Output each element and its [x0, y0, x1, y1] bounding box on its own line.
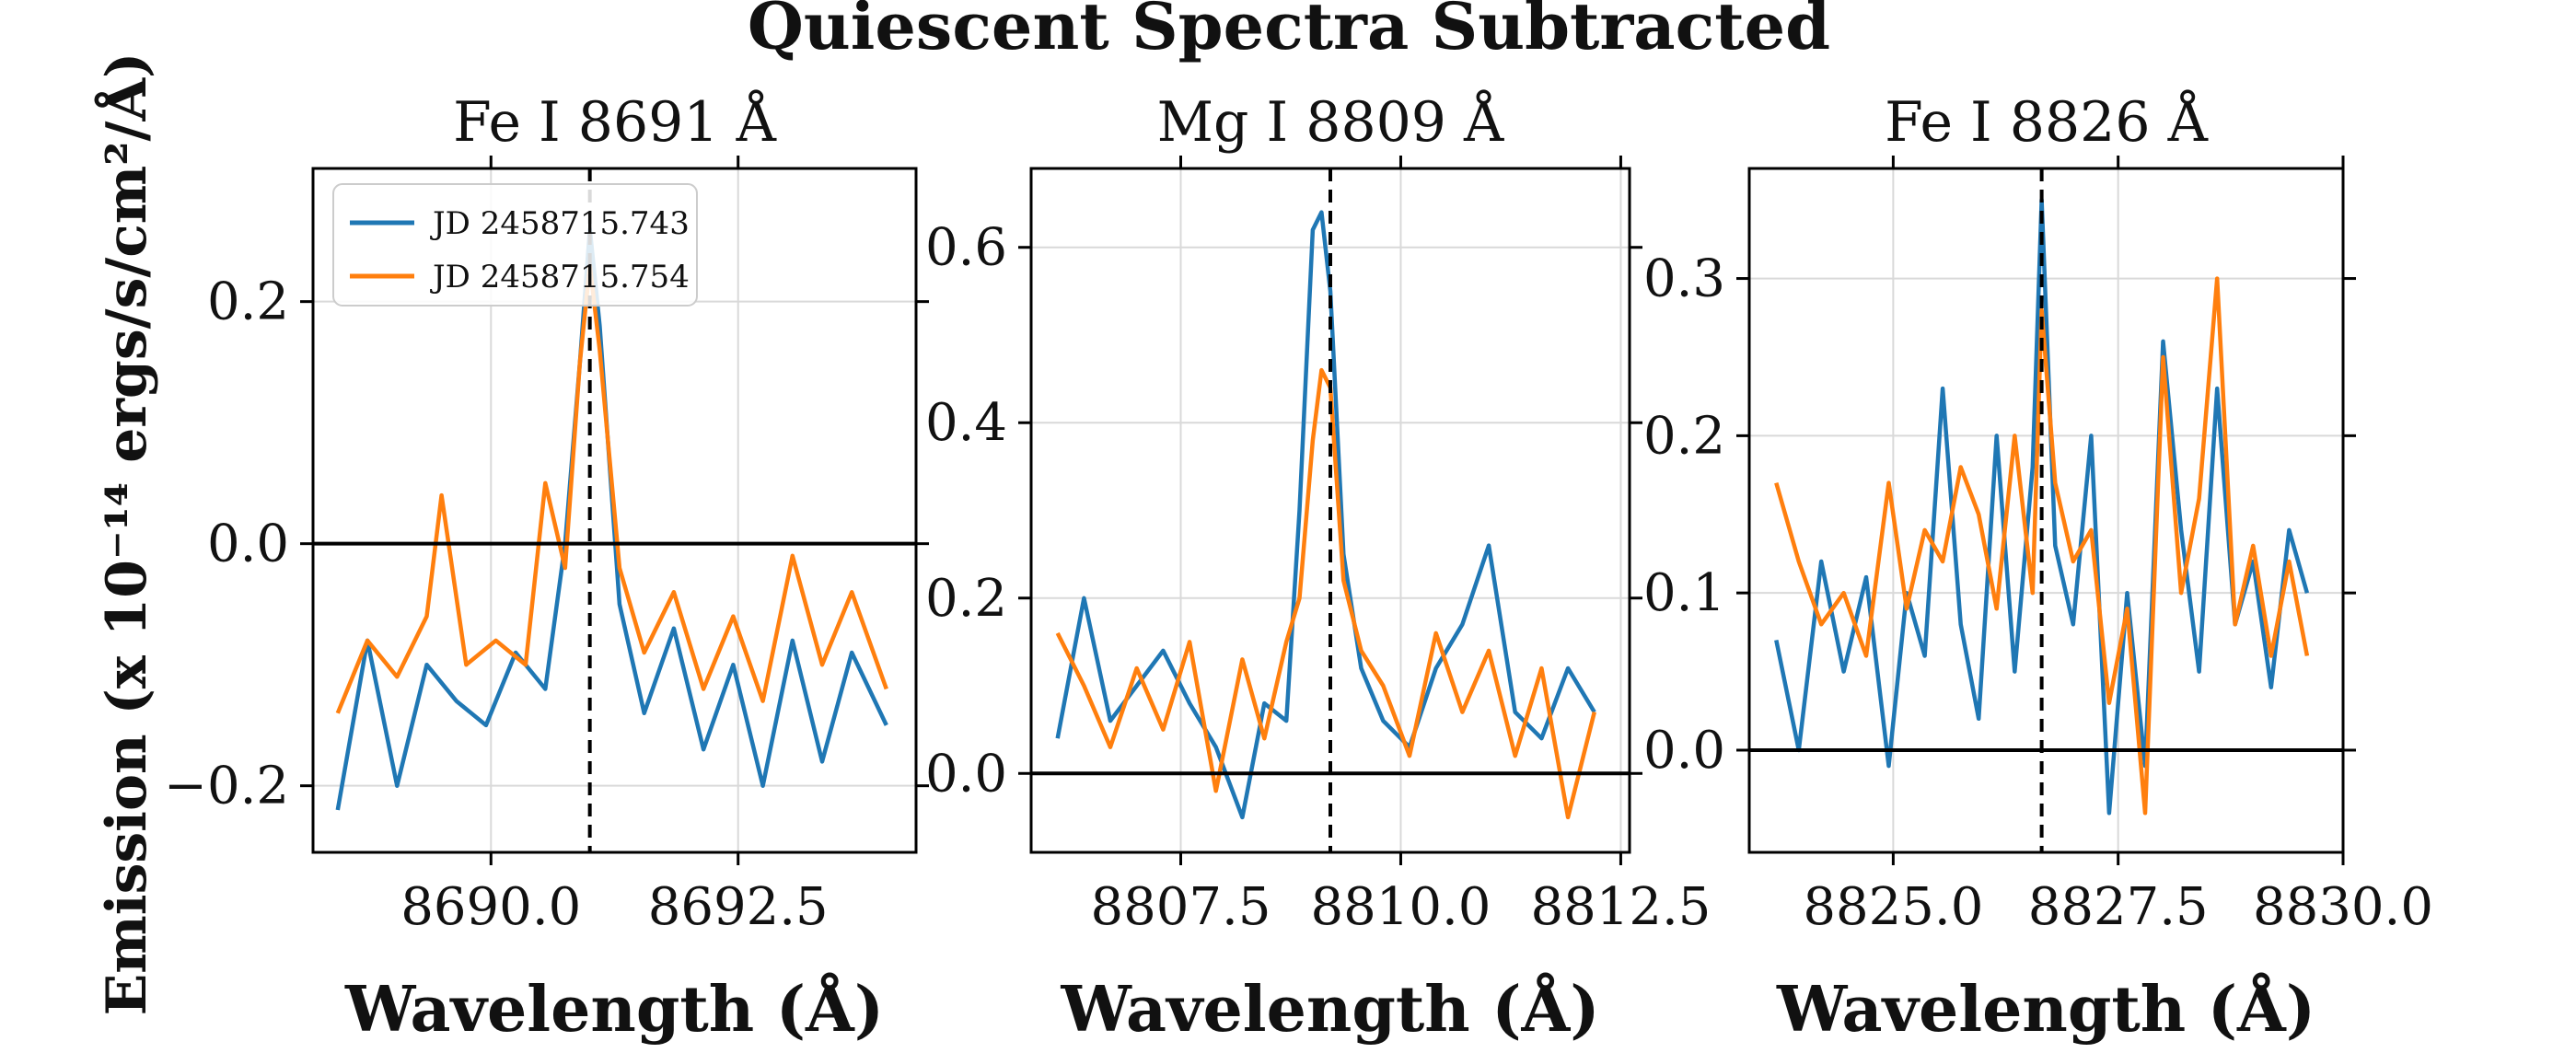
x-tick-label: 8812.5 — [1530, 877, 1711, 937]
series-line-2 — [1774, 276, 2310, 816]
panel-3: 8825.0 8827.5 8830.0 0.0 0.1 0.2 0.3 Fe I 8826 … — [1643, 89, 2433, 1047]
x-axis-label: Wavelength (Å) — [1060, 973, 1599, 1047]
panel-title: Fe I 8691 Å — [453, 89, 776, 155]
series-line-1 — [1055, 210, 1596, 820]
panel-title: Fe I 8826 Å — [1885, 89, 2208, 155]
x-tick-label: 8825.0 — [1803, 877, 1983, 937]
x-tick-label: 8690.0 — [400, 877, 581, 937]
figure-title: Quiescent Spectra Subtracted — [748, 0, 1830, 64]
plot-area — [1031, 168, 1630, 852]
y-tick-label: 0.4 — [925, 393, 1007, 453]
y-tick-label: 0.1 — [1643, 563, 1725, 623]
panel-title: Mg I 8809 Å — [1157, 89, 1504, 155]
x-tick-label: 8807.5 — [1091, 877, 1271, 937]
legend-label: JD 2458715.754 — [430, 259, 690, 295]
x-axis-label: Wavelength (Å) — [344, 973, 884, 1047]
x-tick-label: 8827.5 — [2028, 877, 2209, 937]
y-tick-label: 0.0 — [1643, 721, 1725, 781]
panel-2: 8807.5 8810.0 8812.5 0.0 0.2 0.4 0.6 Mg I 8809 … — [925, 89, 1711, 1047]
y-axis-label: Emission (x 10⁻¹⁴ ergs/s/cm²/Å) — [94, 52, 159, 1016]
legend: JD 2458715.743 JD 2458715.754 — [332, 183, 698, 307]
y-tick-label: 0.2 — [207, 272, 289, 332]
plot-area — [1749, 168, 2343, 852]
y-tick-label: 0.3 — [1643, 249, 1725, 309]
y-tick-label: 0.0 — [207, 515, 289, 574]
x-axis-label: Wavelength (Å) — [1776, 973, 2315, 1047]
y-tick-label: 0.6 — [925, 218, 1007, 278]
y-tick-label: 0.0 — [925, 744, 1007, 804]
y-tick-label: 0.2 — [1643, 406, 1725, 466]
axes-frame — [1029, 167, 1631, 854]
subplot-panels: 8690.0 8692.5 −0.2 0.0 0.2 Fe I 8691 Å Wavelen… — [164, 89, 2433, 1047]
axes-frame — [311, 167, 918, 854]
legend-label: JD 2458715.743 — [430, 205, 690, 242]
y-tick-label: 0.2 — [925, 569, 1007, 629]
axes-frame — [1747, 167, 2345, 854]
y-tick-label: −0.2 — [164, 757, 289, 816]
x-tick-label: 8830.0 — [2253, 877, 2433, 937]
x-tick-label: 8692.5 — [648, 877, 829, 937]
x-tick-label: 8810.0 — [1310, 877, 1491, 937]
series-line-2 — [1055, 367, 1596, 820]
legend-box — [332, 183, 698, 307]
